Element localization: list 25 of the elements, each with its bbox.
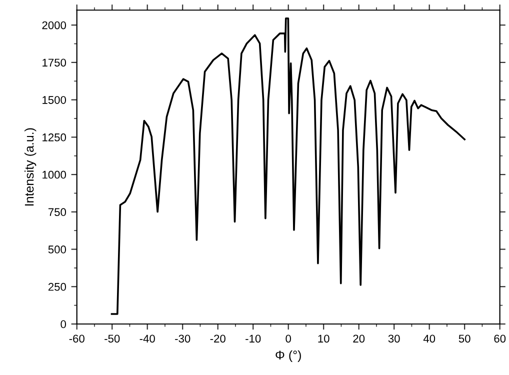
x-tick-label: -50 (104, 334, 120, 343)
y-tick-label: 2000 (42, 21, 66, 30)
y-tick-label: 0 (60, 320, 66, 328)
y-tick-label: 500 (48, 246, 66, 254)
y-tick-label: 1500 (42, 96, 66, 104)
line-series (110, 17, 466, 315)
y-tick-label: 250 (48, 282, 66, 291)
y-tick-label: 1750 (42, 58, 66, 67)
y-axis-title: Intensity (a.u.) (24, 128, 36, 206)
x-tick-label: 30 (388, 334, 400, 343)
x-axis-title: Φ (°) (276, 350, 301, 362)
x-tick-label: -20 (210, 334, 226, 343)
y-tick-label: 1000 (42, 170, 66, 179)
x-tick-label: 60 (494, 334, 506, 343)
x-tick-label: -40 (140, 334, 155, 343)
x-tick-label: -30 (175, 334, 190, 343)
x-tick-label: 10 (318, 334, 330, 343)
y-tick-label: 750 (48, 208, 66, 216)
x-tick-label: 20 (353, 334, 365, 343)
x-tick-label: -10 (246, 334, 261, 343)
y-tick-label: 1250 (42, 133, 66, 142)
x-tick-label: 50 (458, 334, 470, 343)
x-tick-label: -60 (69, 334, 84, 343)
x-tick-label: 40 (423, 334, 436, 343)
x-tick-label: 0 (286, 334, 292, 343)
